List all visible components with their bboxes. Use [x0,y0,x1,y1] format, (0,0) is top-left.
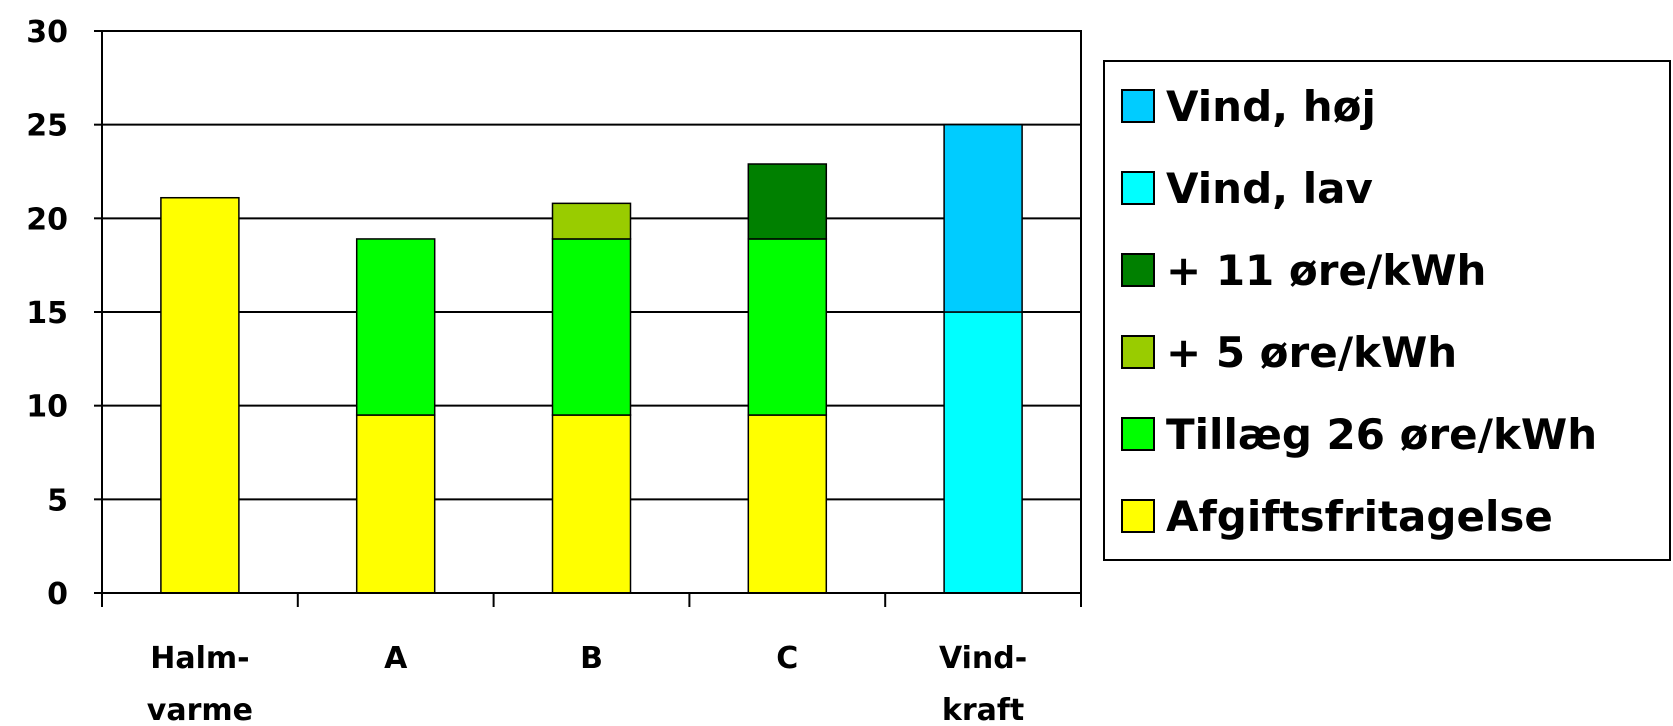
bar-segment [355,414,436,594]
x-category-label: kraft [942,693,1024,726]
legend-entry-label: + 5 øre/kWh [1166,328,1457,377]
legend: Vind, høj Vind, lav + 11 øre/kWh + 5 øre/kW… [1103,60,1671,561]
legend-swatch [1121,335,1155,369]
legend-box [1103,60,1671,561]
legend-swatch [1121,499,1155,533]
x-category-label: C [776,641,798,676]
legend-swatch [1121,89,1155,123]
bar-segment [747,238,828,416]
y-tick-label: 15 [26,296,68,331]
bar-segment [551,414,632,594]
legend-entry-label: Vind, høj [1166,82,1376,131]
x-category-labels: Halm-varme A B C Vind-kraft [147,641,1027,726]
y-tick-labels: 0 5 10 15 20 25 30 [26,15,68,612]
y-tick-label: 5 [47,483,68,518]
y-tick-label: 20 [26,202,68,237]
x-category-label: Vind- [939,641,1027,676]
bars [160,123,1023,594]
legend-entry-label: + 11 øre/kWh [1166,246,1486,295]
axes [94,30,1082,607]
legend-swatch [1121,417,1155,451]
legend-entry-label: Afgiftsfritagelse [1166,492,1553,541]
bar-segment [943,123,1023,313]
y-tick-label: 0 [47,577,68,612]
bar-segment [747,163,828,240]
y-tick-label: 10 [26,390,68,425]
x-category-label: A [384,641,408,676]
bar-segment [943,311,1023,594]
x-category-label: varme [147,693,253,726]
legend-swatch [1121,253,1155,287]
bar-segment [551,238,632,416]
legend-entry-label: Vind, lav [1166,164,1373,213]
bar-segment [160,196,240,594]
x-category-label: Halm- [150,641,249,676]
x-category-label: B [580,641,603,676]
y-tick-label: 30 [26,15,68,50]
bar-segment [551,202,632,240]
legend-entry-label: Tillæg 26 øre/kWh [1166,410,1597,459]
y-tick-label: 25 [26,109,68,144]
legend-swatch [1121,171,1155,205]
bar-segment [747,414,828,594]
bar-segment [355,238,436,416]
